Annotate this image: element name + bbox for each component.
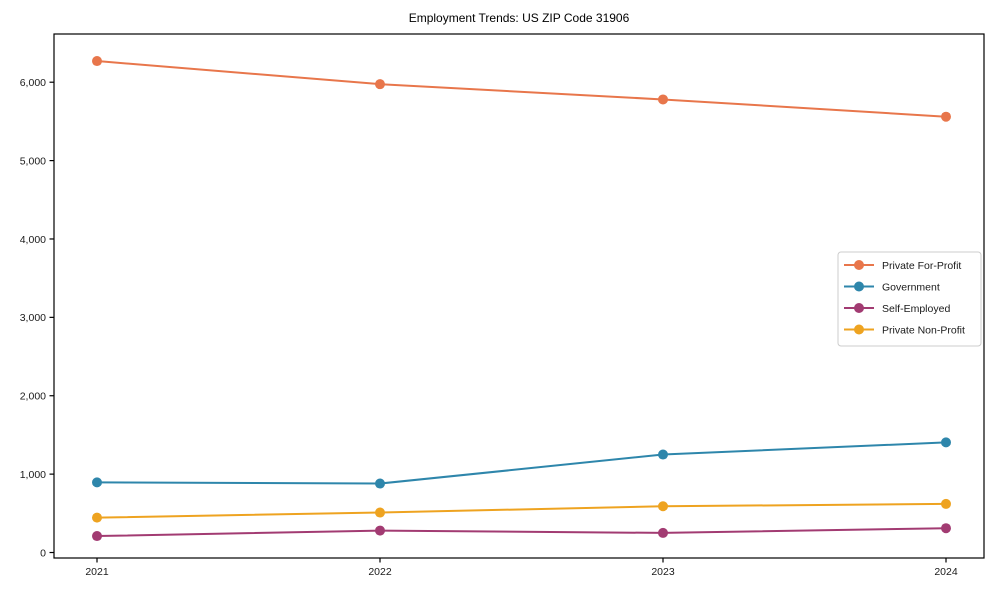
y-tick-label: 1,000 [20, 469, 46, 481]
series-line-private-non-profit [96, 502, 947, 519]
legend-box [837, 251, 982, 347]
legend-label-government: Government [882, 281, 940, 293]
data-point-private-non-profit-2021 [92, 512, 102, 523]
y-tick-label: 0 [40, 547, 46, 559]
data-point-government-2023 [658, 449, 668, 460]
data-point-government-2021 [92, 477, 102, 488]
y-tick-label: 2,000 [20, 391, 46, 403]
data-point-government-2022 [375, 478, 385, 489]
y-tick-label: 3,000 [20, 312, 46, 324]
series-line-self-employed [96, 527, 947, 538]
data-point-private-non-profit-2024 [941, 498, 951, 509]
data-point-private-non-profit-2023 [658, 501, 668, 512]
y-tick-label: 6,000 [20, 77, 46, 89]
legend-marker-government [854, 281, 864, 292]
x-tick-label: 2024 [934, 566, 958, 578]
series-line-private-for-profit [96, 60, 947, 118]
legend-marker-private-for-profit [854, 260, 864, 270]
data-point-private-for-profit-2022 [375, 79, 385, 90]
legend-label-self-employed: Self-Employed [882, 303, 950, 315]
series-line-government [96, 441, 947, 485]
legend-marker-self-employed [854, 303, 864, 313]
data-point-private-for-profit-2024 [941, 111, 951, 122]
data-point-government-2024 [941, 437, 951, 448]
legend-label-private-non-profit: Private Non-Profit [882, 324, 965, 336]
data-point-self-employed-2023 [658, 527, 668, 538]
data-point-private-non-profit-2022 [375, 507, 385, 518]
y-tick-label: 4,000 [20, 234, 46, 246]
data-point-self-employed-2022 [375, 525, 385, 536]
legend-marker-private-non-profit [854, 324, 864, 335]
data-point-self-employed-2024 [941, 523, 951, 534]
x-tick-label: 2021 [85, 566, 109, 578]
data-point-self-employed-2021 [92, 531, 102, 542]
legend-label-private-for-profit: Private For-Profit [882, 260, 961, 272]
chart-title: Employment Trends: US ZIP Code 31906 [409, 11, 630, 25]
data-point-private-for-profit-2021 [92, 56, 102, 67]
plot-border [53, 33, 985, 559]
y-tick-label: 5,000 [20, 155, 46, 167]
x-tick-label: 2022 [368, 566, 392, 578]
x-tick-label: 2023 [651, 566, 675, 578]
data-point-private-for-profit-2023 [658, 94, 668, 105]
plot-area: 0 1,000 2,000 3,000 4,000 5,000 6,000 2021 2022 2… [20, 33, 985, 578]
